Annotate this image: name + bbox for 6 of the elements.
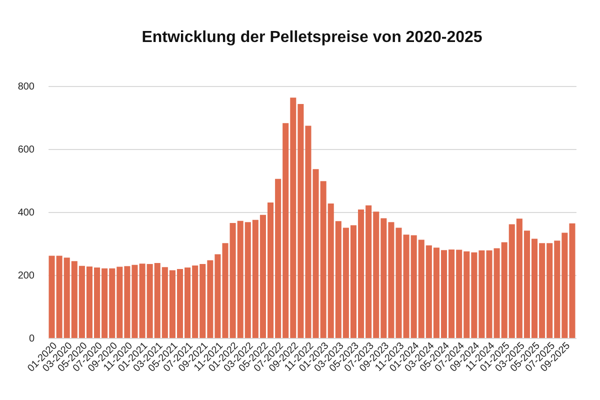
y-tick-label: 400 [18, 208, 35, 218]
chart-title: Entwicklung der Pelletspreise von 2020-2025 [142, 29, 482, 46]
y-tick-label: 800 [18, 82, 35, 92]
y-tick-label: 0 [28, 334, 35, 344]
y-tick-label: 600 [18, 144, 35, 156]
y-tick-label: 200 [18, 270, 35, 282]
